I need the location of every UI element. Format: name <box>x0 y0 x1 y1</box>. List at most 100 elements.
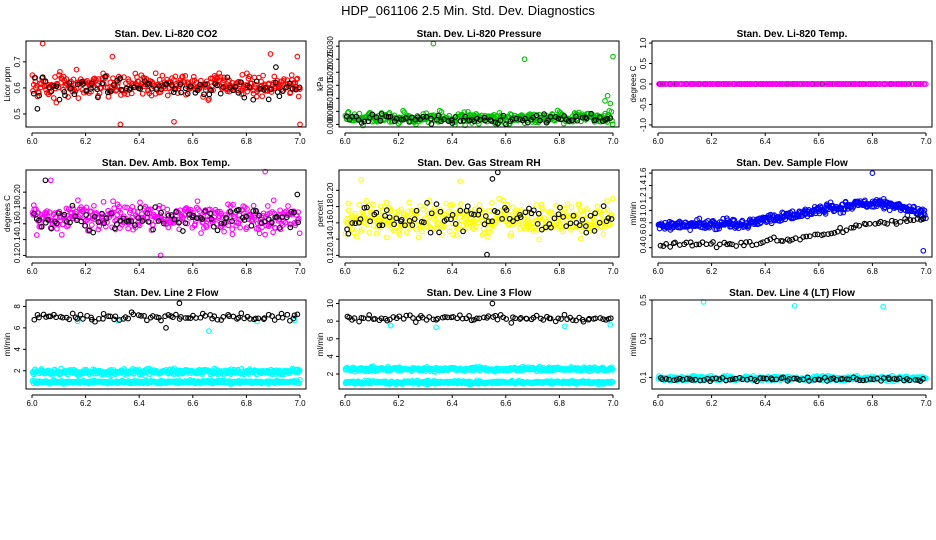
data-point-black <box>487 117 494 123</box>
y-tick-label: 0.005 <box>326 101 335 122</box>
x-axis: 6.0 6.2 6.4 6.6 6.8 7.0 <box>26 262 306 276</box>
data-point-blue <box>920 247 927 254</box>
data-point-black <box>220 84 227 90</box>
data-point-black <box>738 239 744 246</box>
data-point-magenta <box>104 219 110 226</box>
data-point-black <box>137 86 143 92</box>
y-tick-label: 0.020 <box>326 62 335 83</box>
data-point-black <box>182 85 189 92</box>
data-point-magenta <box>75 197 81 204</box>
data-point-magenta <box>147 206 154 213</box>
data-point-magenta <box>176 218 183 225</box>
y-tick-label: 1.4 <box>639 179 648 191</box>
data-point-black <box>369 111 376 118</box>
x-tick-label: 6.0 <box>339 399 351 408</box>
x-tick-label: 6.6 <box>187 137 199 146</box>
data-point-magenta <box>887 81 894 87</box>
data-point-black <box>150 226 156 233</box>
data-point-magenta <box>922 81 929 87</box>
data-point-black <box>165 212 172 219</box>
data-point-red <box>244 70 250 77</box>
data-point-black <box>262 84 269 91</box>
data-point-black <box>61 89 68 95</box>
x-tick-label: 7.0 <box>607 137 619 146</box>
data-point-black <box>56 96 63 103</box>
data-point-black <box>366 114 373 121</box>
y-axis: -1.0-0.50.00.51.0 <box>639 37 653 132</box>
data-point-black <box>128 218 135 225</box>
data-point-red <box>156 76 163 83</box>
data-point-red <box>36 89 42 96</box>
data-point-black <box>199 216 206 222</box>
x-tick-label: 6.6 <box>813 267 825 276</box>
data-point-black <box>607 115 614 121</box>
data-point-red <box>217 73 224 80</box>
data-point-black <box>61 211 68 218</box>
data-point-black <box>561 311 568 318</box>
data-point-magenta <box>83 204 90 211</box>
x-tick-label: 6.4 <box>134 137 146 146</box>
data-point-black <box>558 316 564 322</box>
data-point-yellow <box>489 199 495 206</box>
y-tick-label: 0.20 <box>326 182 335 198</box>
data-point-black <box>197 81 203 88</box>
data-point-black <box>449 120 456 126</box>
data-point-yellow <box>356 202 363 208</box>
data-point-magenta <box>33 232 40 238</box>
data-point-black <box>462 113 468 120</box>
y-tick-label: 0.6 <box>13 82 22 94</box>
x-tick-label: 6.2 <box>80 267 92 276</box>
data-point-red <box>109 53 116 60</box>
data-point-magenta <box>244 206 250 212</box>
data-point-black <box>273 213 280 220</box>
data-point-black <box>67 219 73 226</box>
x-tick-label: 6.6 <box>813 137 825 146</box>
y-tick-label: 0.3 <box>639 333 648 345</box>
data-point-black <box>295 219 302 226</box>
y-tick-label: 0.5 <box>639 294 648 306</box>
data-point-yellow <box>366 229 373 236</box>
data-point-red <box>297 121 303 128</box>
data-point-red <box>203 78 210 85</box>
data-point-black <box>508 320 515 326</box>
data-point-red <box>221 74 227 81</box>
data-point-black <box>201 91 207 98</box>
data-point-black <box>210 223 217 230</box>
data-point-black <box>173 311 179 318</box>
data-point-red <box>171 118 177 125</box>
data-point-magenta <box>262 168 269 175</box>
data-point-black <box>48 225 55 232</box>
data-point-red <box>73 66 80 73</box>
data-point-yellow <box>383 199 390 206</box>
x-tick-label: 6.6 <box>813 399 825 408</box>
y-axis: 0.10.30.5 <box>639 294 653 383</box>
points <box>29 40 303 128</box>
data-point-black <box>104 89 111 96</box>
data-point-black <box>283 214 290 221</box>
y-axis-label: ml/min <box>3 333 12 357</box>
data-point-magenta <box>230 201 236 208</box>
data-point-magenta <box>270 229 276 236</box>
x-tick-label: 6.0 <box>652 137 664 146</box>
data-point-black <box>494 316 501 323</box>
data-point-black <box>66 80 73 86</box>
data-point-yellow <box>604 198 610 204</box>
data-point-magenta <box>91 202 97 209</box>
data-point-magenta <box>88 222 95 228</box>
y-tick-label: 0.12 <box>13 247 22 263</box>
data-point-black <box>95 94 101 101</box>
data-point-yellow <box>415 234 422 241</box>
data-point-black <box>592 117 599 123</box>
data-point-black <box>217 90 224 97</box>
y-tick-label: 6 <box>326 336 335 341</box>
data-point-magenta <box>229 226 236 232</box>
data-point-black <box>30 90 37 97</box>
data-point-magenta <box>251 214 258 221</box>
data-point-yellow <box>364 221 370 228</box>
data-point-magenta <box>681 81 687 87</box>
plot-frame <box>25 169 307 258</box>
data-point-magenta <box>110 198 116 205</box>
data-point-black <box>582 114 589 121</box>
